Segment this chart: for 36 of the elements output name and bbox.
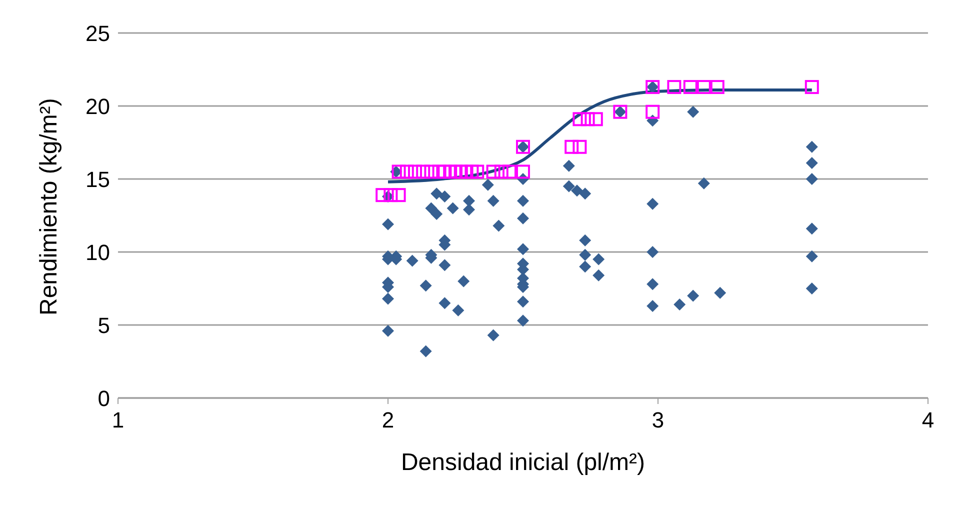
point <box>710 80 724 94</box>
y-tick-label: 20 <box>86 94 110 119</box>
x-axis-title: Densidad inicial (pl/m²) <box>400 449 646 476</box>
point <box>696 80 711 94</box>
y-tick-label: 5 <box>98 312 110 338</box>
x-tick-label: 2 <box>382 408 394 433</box>
point <box>384 188 398 202</box>
point <box>572 140 587 154</box>
x-tick-label: 1 <box>112 408 124 433</box>
y-tick-label: 10 <box>86 240 110 265</box>
point <box>470 164 484 179</box>
point <box>424 164 438 179</box>
y-axis-title: Rendimiento (kg/m²) <box>36 98 63 316</box>
x-tick-label: 4 <box>922 408 934 433</box>
point <box>572 112 587 126</box>
point <box>564 140 579 154</box>
point <box>667 80 682 94</box>
point <box>646 104 660 119</box>
point <box>516 164 530 179</box>
point <box>502 164 516 179</box>
x-tick-label: 3 <box>652 408 664 433</box>
point <box>400 164 414 179</box>
y-tick-label: 0 <box>98 386 110 411</box>
point <box>486 164 500 179</box>
y-tick-label: 25 <box>86 20 110 46</box>
y-tick-label: 15 <box>86 166 110 192</box>
point <box>408 164 422 179</box>
point <box>580 112 595 126</box>
point <box>683 80 698 94</box>
point <box>376 188 390 202</box>
point <box>804 80 819 94</box>
point <box>392 188 406 202</box>
point <box>494 164 508 179</box>
point <box>588 112 603 126</box>
point <box>392 164 406 179</box>
point <box>416 164 430 179</box>
